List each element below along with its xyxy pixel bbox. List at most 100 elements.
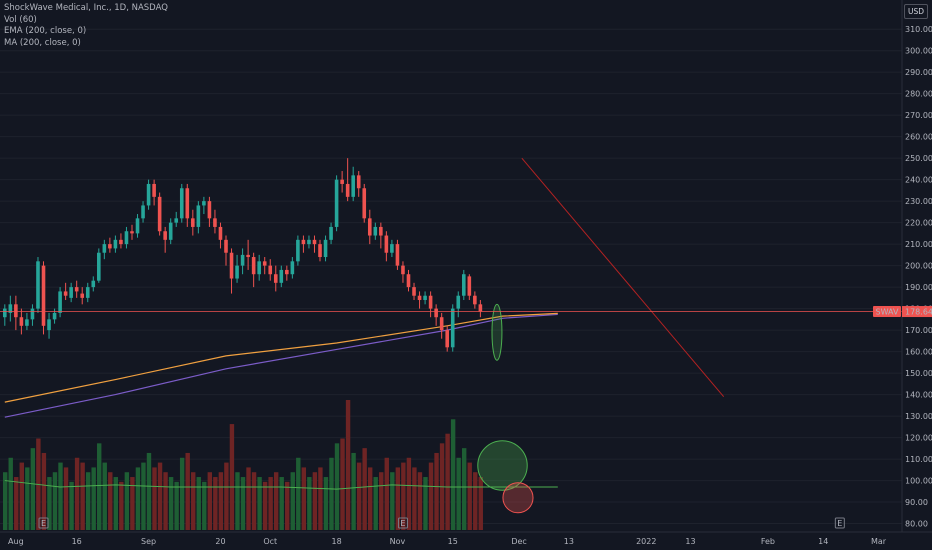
candle-body	[390, 244, 394, 253]
volume-bar	[108, 472, 113, 530]
volume-bar	[307, 477, 312, 530]
candle-body	[240, 254, 245, 266]
volume-bar	[406, 457, 412, 530]
trendline	[521, 157, 725, 398]
price-tag-value-bg	[902, 306, 932, 318]
volume-bar	[379, 472, 384, 530]
time-tick-label: 2022	[636, 537, 656, 546]
ma-200-line	[4, 313, 558, 418]
price-tag-value: 178.64	[905, 308, 932, 317]
legend-ema[interactable]: EMA (200, close, 0)	[4, 26, 87, 36]
volume-bar	[301, 467, 307, 530]
volume-bar	[91, 467, 96, 530]
candle-body	[174, 218, 179, 223]
volume-bar	[279, 477, 284, 530]
time-tick-label: Oct	[263, 537, 277, 546]
price-axis-bg	[902, 0, 932, 550]
volume-bar	[168, 477, 174, 530]
volume-bar	[395, 467, 401, 530]
volume-bar	[362, 448, 367, 530]
candle-body	[218, 226, 223, 240]
price-tick-label: 140.00	[905, 391, 932, 400]
candle-body	[461, 274, 466, 296]
candle-body	[185, 188, 190, 219]
time-tick-label: 13	[564, 537, 574, 546]
candle-body	[450, 308, 455, 348]
candle-body	[307, 239, 311, 245]
candle-body	[456, 295, 461, 309]
candle-body	[312, 239, 317, 245]
candle-body	[8, 304, 13, 313]
time-axis[interactable]: Aug 16 Sep 20 Oct 18 Nov 15 Dec 13 2022 13 Feb 14 Mar	[0, 531, 932, 550]
volume-bar	[340, 438, 345, 530]
price-axis[interactable]: 80.00 90.00 100.00 110.00 120.00 130.00 140.00…	[901, 0, 932, 550]
legend-title: ShockWave Medical, Inc., 1D, NASDAQ	[4, 3, 168, 13]
candle-body	[467, 276, 472, 296]
time-tick-label: Dec	[511, 537, 526, 546]
volume-bar	[257, 477, 262, 530]
candle-body	[362, 188, 367, 219]
price-tick-label: 150.00	[905, 369, 932, 378]
volume-bar	[356, 462, 362, 530]
candle-body	[428, 295, 433, 309]
earnings-icon[interactable]: E	[38, 517, 49, 529]
price-tick-label: 100.00	[905, 477, 932, 486]
volume-bar	[334, 443, 340, 530]
candle-body	[290, 261, 295, 275]
volume-bar	[345, 400, 351, 530]
chart-legend: ShockWave Medical, Inc., 1D, NASDAQ Vol …	[4, 3, 168, 49]
candle-body	[406, 274, 411, 288]
volume-bar	[135, 467, 141, 530]
price-tag: SWAV 178.64	[873, 306, 932, 318]
volume-bar	[179, 457, 185, 530]
earnings-icon[interactable]: E	[397, 517, 408, 529]
volume-bar	[296, 457, 301, 530]
volume-bar	[80, 462, 85, 530]
volume-bar	[157, 462, 163, 530]
candle-body	[30, 308, 35, 320]
volume-bar	[235, 472, 240, 530]
volume-bar	[450, 419, 456, 530]
candle-body	[157, 196, 162, 232]
price-tag-symbol-bg	[873, 306, 901, 318]
candle-body	[191, 218, 195, 227]
candle-body	[224, 239, 228, 253]
price-tick-label: 270.00	[905, 111, 932, 120]
volume-bar	[207, 472, 213, 530]
candle-body	[412, 287, 416, 296]
time-tick-label: Mar	[871, 537, 887, 546]
candle-body	[58, 291, 62, 313]
time-tick-label: 13	[685, 537, 695, 546]
candle-body	[478, 304, 483, 312]
currency-button[interactable]: USD	[904, 4, 928, 19]
earnings-icon-label: E	[400, 519, 405, 528]
volume-bar	[218, 472, 224, 530]
candle-body	[334, 179, 339, 227]
candle-body	[285, 269, 289, 275]
volume-bar	[113, 477, 118, 530]
time-axis-bg	[0, 532, 932, 550]
candle-body	[301, 239, 306, 245]
price-tick-label: 310.00	[905, 25, 932, 34]
candle-body	[130, 231, 134, 234]
candle-body	[146, 183, 151, 206]
legend-volume[interactable]: Vol (60)	[4, 14, 37, 25]
candle-body	[47, 319, 51, 331]
volume-bar	[213, 477, 218, 530]
candle-body	[345, 183, 350, 197]
earnings-icon[interactable]: E	[834, 517, 845, 529]
price-tick-label: 220.00	[905, 219, 932, 228]
price-tick-label: 230.00	[905, 197, 932, 206]
candle-body	[19, 317, 24, 326]
legend-ma[interactable]: MA (200, close, 0)	[4, 37, 81, 48]
price-tick-label: 290.00	[905, 68, 932, 77]
candle-body	[434, 308, 438, 318]
candle-body	[395, 244, 400, 266]
volume-bar	[373, 477, 378, 530]
candle-body	[207, 201, 212, 219]
highlight-circle	[477, 440, 528, 491]
volume-bar	[152, 467, 157, 530]
volume-bar	[69, 481, 74, 530]
